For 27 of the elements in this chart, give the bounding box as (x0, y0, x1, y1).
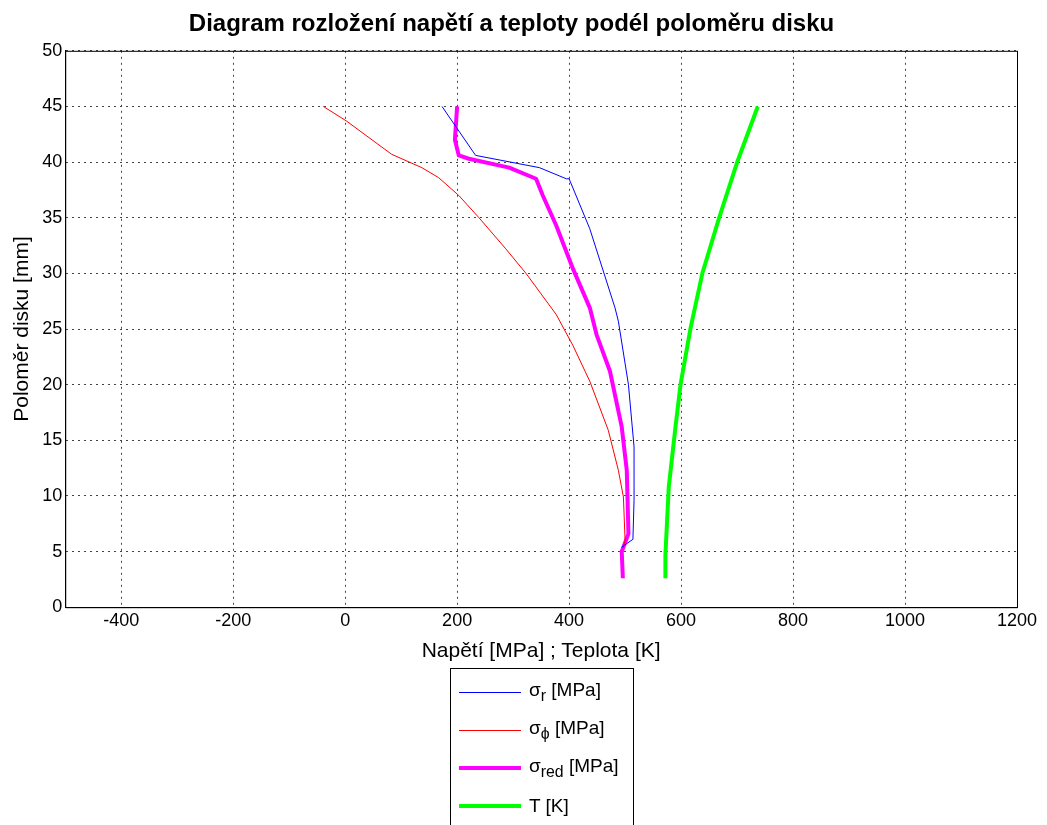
legend-label: σ$_{ϕ}$ [MPa] (529, 717, 605, 743)
y-tick-label: 40 (42, 151, 63, 172)
y-tick-label: 5 (52, 540, 63, 561)
x-tick-label: 600 (666, 609, 697, 630)
legend-label: σ$_{red}$ [MPa] (529, 755, 619, 781)
x-tick-label: 800 (778, 609, 809, 630)
y-tick-label: 30 (42, 262, 63, 283)
x-tick-label: 1000 (885, 609, 926, 630)
y-tick-label: 45 (42, 95, 63, 116)
chart-title: Diagram rozložení napětí a teploty podél poloměru disku (188, 9, 835, 37)
y-tick-label: 25 (42, 317, 63, 338)
x-tick-label: 0 (340, 609, 351, 630)
x-tick-label: -200 (215, 609, 252, 630)
legend-label: σ$_{r}$ [MPa] (529, 679, 601, 705)
y-tick-label: 50 (42, 39, 63, 60)
legend-label: T [K] (529, 795, 569, 817)
y-tick-label: 20 (42, 373, 63, 394)
y-tick-label: 15 (42, 429, 63, 450)
y-tick-label: 10 (42, 484, 63, 505)
y-axis-title: Poloměr disku [mm] (9, 236, 33, 422)
x-tick-label: 200 (442, 609, 473, 630)
y-tick-label: 35 (42, 206, 63, 227)
x-axis-title: Napětí [MPa] ; Teplota [K] (421, 638, 661, 662)
x-tick-label: 1200 (996, 609, 1038, 630)
x-tick-label: -400 (103, 609, 140, 630)
x-tick-label: 400 (554, 609, 585, 630)
y-tick-label: 0 (52, 596, 63, 617)
